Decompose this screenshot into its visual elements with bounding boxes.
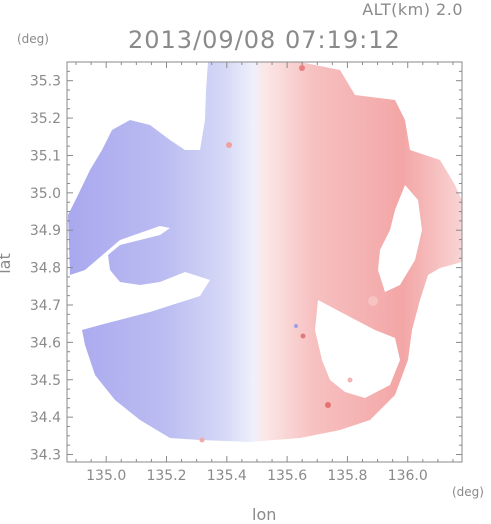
tick-label: 136.0 — [388, 468, 428, 484]
speckle-echo — [368, 296, 378, 306]
tick-label: 34.6 — [30, 335, 61, 351]
tick-label: 135.8 — [327, 468, 367, 484]
tick-label: 35.0 — [30, 186, 61, 202]
y-axis: 34.3 34.4 34.5 34.6 34.7 34.8 34.9 35.0 35.1 35.2… — [30, 61, 462, 464]
tick-label: 135.2 — [146, 468, 186, 484]
x-axis-title: lon — [252, 505, 277, 524]
speckle-echo — [325, 402, 331, 408]
timestamp-title: 2013/09/08 07:19:12 — [128, 26, 401, 54]
no-echo-region-south — [315, 300, 400, 398]
altitude-label: ALT(km) 2.0 — [362, 0, 463, 19]
no-echo-region-east — [378, 185, 422, 292]
x-axis: 135.0 135.2 135.4 135.6 135.8 136.0 — [75, 62, 454, 484]
tick-label: 135.6 — [267, 468, 307, 484]
y-unit-label: (deg) — [17, 32, 49, 46]
tick-label: 34.5 — [30, 373, 61, 389]
tick-label: 34.7 — [30, 298, 61, 314]
speckle-echo — [226, 142, 232, 148]
tick-label: 34.4 — [30, 410, 61, 426]
tick-label: 34.8 — [30, 261, 61, 277]
tick-label: 135.4 — [207, 468, 247, 484]
tick-label: 34.9 — [30, 223, 61, 239]
speckle-echo — [299, 65, 305, 71]
speckle-echo — [347, 377, 353, 383]
plot-frame — [66, 61, 463, 463]
tick-label: 35.3 — [30, 74, 61, 90]
speckle-echo — [294, 324, 298, 328]
tick-label: 35.1 — [30, 148, 61, 164]
x-unit-label: (deg) — [452, 485, 484, 499]
tick-label: 135.0 — [86, 468, 126, 484]
tick-label: 34.3 — [30, 448, 61, 464]
speckle-echo — [300, 333, 306, 339]
speckle-echo — [199, 437, 205, 443]
tick-label: 35.2 — [30, 111, 61, 127]
